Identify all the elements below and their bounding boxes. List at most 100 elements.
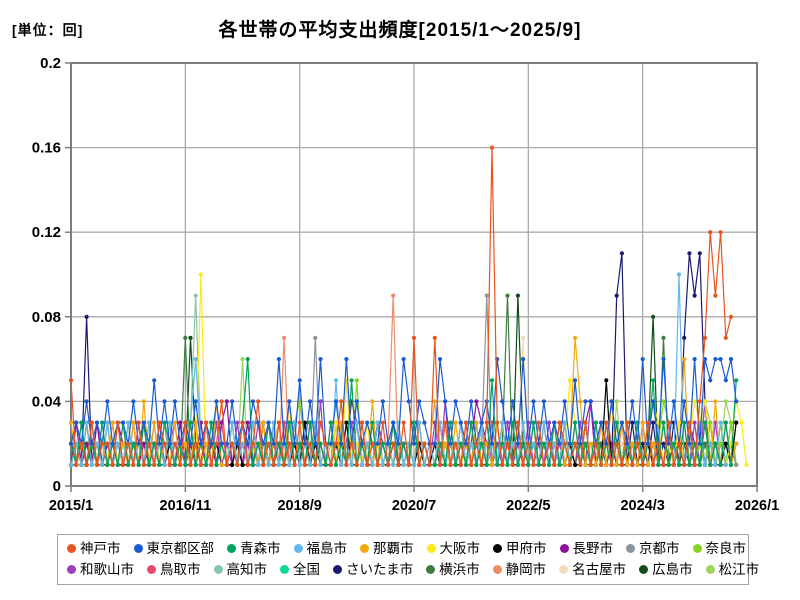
series-point-aomori — [547, 462, 552, 467]
series-point-kobe — [339, 399, 344, 404]
series-point-tokyo — [68, 441, 74, 446]
series-point-tokyo — [287, 399, 292, 404]
legend-item-kofu: 甲府市 — [493, 540, 547, 557]
series-point-tokyo — [120, 420, 126, 425]
legend-label-kyoto: 京都市 — [639, 541, 680, 556]
series-point-kobe — [718, 230, 723, 235]
legend-label-nagoya: 名古屋市 — [572, 562, 627, 577]
series-line-osaka — [70, 273, 748, 466]
series-point-fukushima — [676, 272, 682, 277]
series-point-naha — [432, 399, 437, 404]
series-point-kobe — [198, 462, 203, 467]
series-point-aomori — [79, 420, 84, 425]
series-point-tokyo — [271, 441, 276, 446]
series-point-kobe — [521, 462, 526, 467]
series-point-aomori — [479, 441, 484, 446]
legend-row-1: 神戸市 東京都区部 青森市 福島市 那覇市 大阪市 甲府市 長野市 京都市 奈良市 — [58, 538, 748, 559]
legend-label-saitama: さいたま市 — [346, 562, 414, 577]
series-point-kobe — [448, 462, 453, 467]
series-point-aomori — [676, 462, 682, 467]
series-point-kobe — [500, 462, 505, 467]
series-point-aomori — [287, 420, 292, 425]
series-point-kobe — [115, 420, 120, 425]
series-point-aomori — [614, 420, 619, 425]
series-point-naha — [640, 420, 645, 425]
series-point-tokyo — [541, 399, 547, 404]
series-point-tokyo — [110, 441, 115, 446]
series-point-kobe — [157, 420, 162, 425]
series-point-saitama — [687, 251, 692, 256]
series-point-kobe — [671, 462, 676, 467]
series-point-naha — [152, 420, 157, 425]
series-point-aomori — [146, 462, 152, 467]
series-point-fukushima — [250, 420, 255, 425]
series-point-aomori — [276, 441, 281, 446]
series-point-fukushima — [162, 462, 167, 467]
series-point-kobe — [458, 462, 463, 467]
series-point-tokyo — [354, 399, 359, 404]
series-point-yokohama — [183, 335, 188, 340]
series-point-kobe — [120, 462, 126, 467]
series-point-kobe — [417, 462, 422, 467]
x-tick-label: 2022/5 — [506, 498, 550, 514]
y-tick-label: 0.16 — [32, 140, 61, 157]
series-point-osaka — [567, 378, 573, 383]
series-point-saitama — [619, 251, 625, 256]
series-point-tokyo — [479, 420, 484, 425]
series-point-osaka — [744, 462, 749, 467]
series-point-kobe — [318, 420, 323, 425]
series-point-tokyo — [588, 399, 593, 404]
series-point-kobe — [682, 462, 687, 467]
series-point-kobe — [89, 420, 94, 425]
series-point-kobe — [79, 441, 84, 446]
series-point-tokyo — [157, 441, 162, 446]
series-point-tokyo — [406, 399, 411, 404]
series-point-fukushima — [708, 441, 713, 446]
series-point-kobe — [640, 462, 645, 467]
series-point-kyoto — [313, 335, 318, 340]
legend-label-zenkoku: 全国 — [293, 562, 320, 577]
y-tick-label: 0.2 — [40, 55, 61, 72]
series-point-tokyo — [282, 441, 287, 446]
x-tick-label: 2026/1 — [735, 498, 779, 514]
series-point-tokyo — [567, 441, 573, 446]
series-point-kobe — [344, 462, 349, 467]
legend-marker-hiroshima — [639, 565, 649, 574]
series-point-tokyo — [536, 441, 541, 446]
series-point-naha — [630, 441, 635, 446]
series-point-fukushima — [333, 378, 339, 383]
series-point-tokyo — [136, 441, 141, 446]
series-point-kobe — [422, 441, 427, 446]
series-point-fukushima — [84, 420, 89, 425]
series-point-osaka — [333, 420, 339, 425]
series-point-kobe — [328, 462, 333, 467]
series-line-kobe — [70, 147, 732, 466]
legend-marker-naha — [360, 544, 369, 553]
series-point-aomori — [687, 462, 692, 467]
series-point-naha — [141, 399, 146, 404]
legend-item-tokyo: 東京都区部 — [133, 540, 214, 557]
legend-marker-tottori — [147, 565, 156, 574]
series-point-aomori — [318, 441, 323, 446]
series-point-nagano — [84, 441, 89, 446]
series-point-tokyo — [230, 399, 235, 404]
legend-item-osaka: 大阪市 — [426, 540, 480, 557]
series-point-aomori — [308, 420, 313, 425]
series-point-kofu — [734, 420, 739, 425]
legend-label-kochi: 高知市 — [226, 562, 268, 577]
series-point-tokyo — [573, 378, 578, 383]
legend-item-nara: 奈良市 — [692, 540, 746, 557]
series-point-saitama — [692, 293, 697, 298]
legend-marker-saitama — [333, 565, 342, 574]
series-point-kobe — [308, 441, 313, 446]
series-point-tokyo — [458, 420, 463, 425]
series-point-tokyo — [193, 399, 198, 404]
series-point-fukushima — [287, 462, 292, 467]
series-point-aomori — [323, 462, 328, 467]
series-point-kofu — [230, 462, 235, 467]
legend-marker-tokyo — [133, 544, 143, 553]
series-point-kobe — [193, 441, 198, 446]
series-point-kobe — [453, 441, 458, 446]
series-point-kobe — [245, 462, 250, 467]
series-point-tokyo — [583, 399, 588, 404]
